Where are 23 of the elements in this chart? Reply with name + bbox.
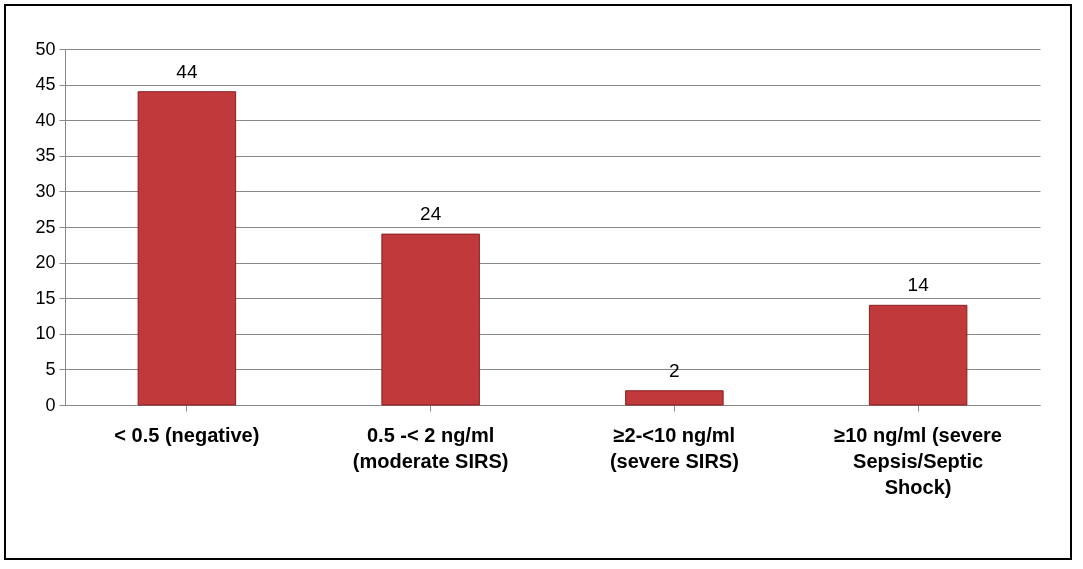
y-tick-label: 45 — [35, 74, 56, 95]
y-tick-label: 0 — [45, 394, 56, 415]
data-label: 14 — [907, 274, 930, 296]
bar — [137, 91, 237, 406]
x-tick-label: < 0.5 (negative) — [114, 423, 260, 446]
data-label: 2 — [669, 359, 680, 381]
y-tick-label: 5 — [45, 358, 56, 379]
bar — [625, 390, 724, 406]
bar — [381, 233, 480, 406]
y-tick-label: 25 — [35, 216, 56, 237]
y-tick-label: 50 — [35, 38, 56, 59]
y-tick-label: 35 — [35, 145, 56, 166]
y-tick-label: 20 — [35, 252, 56, 273]
y-tick-label: 15 — [35, 287, 56, 308]
data-label: 44 — [176, 60, 198, 82]
bar — [868, 304, 968, 406]
y-tick-label: 30 — [35, 180, 56, 201]
x-tick-label: 0.5 -< 2 ng/ml (moderate SIRS) — [352, 423, 509, 472]
y-tick-label: 40 — [35, 109, 56, 130]
x-tick-label: ≥2-<10 ng/ml (severe SIRS) — [609, 423, 739, 472]
data-label: 24 — [420, 203, 442, 225]
y-tick-label: 10 — [35, 323, 56, 344]
x-tick-label: ≥10 ng/ml (severe Sepsis/Septic Shock) — [834, 423, 1002, 498]
